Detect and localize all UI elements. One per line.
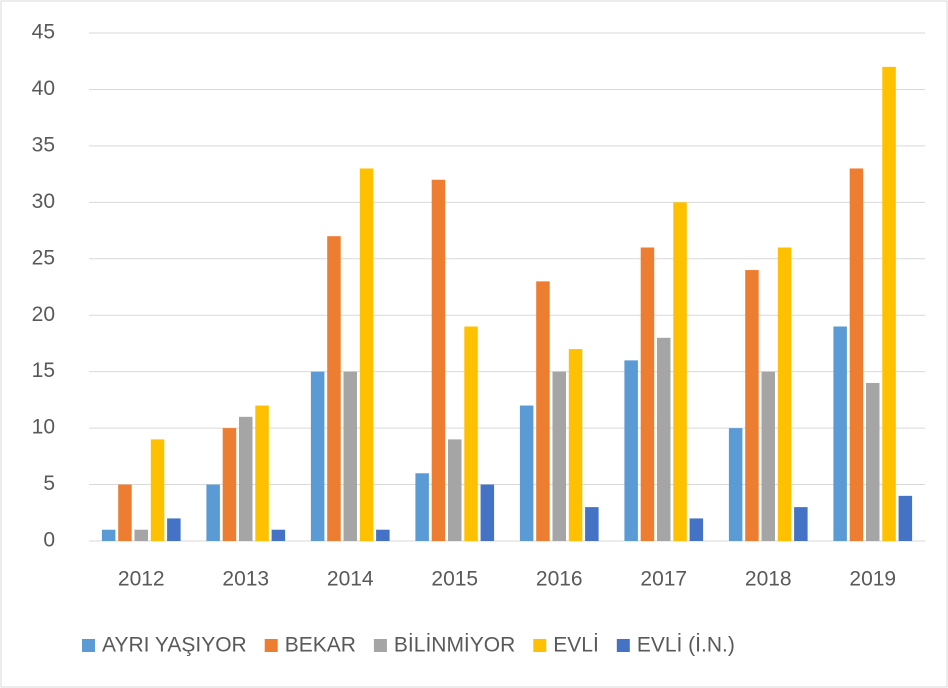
legend-swatch <box>533 639 547 652</box>
legend-swatch <box>264 639 278 652</box>
bar <box>728 428 743 541</box>
legend-label: BEKAR <box>285 634 356 657</box>
bar <box>568 349 583 541</box>
bar <box>118 484 132 541</box>
bar <box>833 326 847 541</box>
bar <box>239 416 253 541</box>
bar <box>222 428 237 541</box>
bar <box>624 360 638 541</box>
bar <box>745 270 759 541</box>
bar <box>640 247 655 541</box>
bar <box>866 382 880 541</box>
x-tick-label: 2017 <box>640 568 687 591</box>
x-tick-label: 2012 <box>118 568 165 591</box>
y-tick-label: 10 <box>32 416 55 439</box>
bar <box>359 168 374 541</box>
legend-swatch <box>82 639 95 652</box>
bar <box>271 529 286 541</box>
bar <box>761 371 775 541</box>
bar <box>480 484 495 541</box>
bar <box>536 281 550 541</box>
bar <box>431 179 446 541</box>
bar <box>673 202 687 542</box>
bar <box>882 66 896 541</box>
bar <box>898 495 913 541</box>
x-tick-label: 2013 <box>222 568 269 591</box>
bar <box>327 236 341 541</box>
y-tick-label: 5 <box>43 472 55 495</box>
legend-swatch <box>373 639 387 652</box>
legend-label: EVLİ (İ.N.) <box>637 634 735 657</box>
y-tick-label: 30 <box>32 190 55 213</box>
bar <box>849 168 864 541</box>
x-tick-label: 2016 <box>536 568 583 591</box>
bar <box>689 518 704 541</box>
legend-label: BİLİNMİYOR <box>394 634 515 657</box>
legend-label: EVLİ <box>553 634 599 657</box>
bar <box>134 529 148 541</box>
y-tick-label: 20 <box>32 303 55 326</box>
bar <box>464 326 478 541</box>
x-tick-label: 2018 <box>745 568 792 591</box>
bar <box>255 405 269 541</box>
y-tick-label: 15 <box>32 359 55 382</box>
x-tick-label: 2014 <box>327 568 374 591</box>
x-tick-label: 2015 <box>431 568 478 591</box>
y-tick-label: 0 <box>43 529 55 552</box>
bar <box>206 484 220 541</box>
legend-label: AYRI YAŞIYOR <box>102 634 247 657</box>
bar <box>415 473 429 541</box>
bar <box>794 507 808 541</box>
y-tick-label: 25 <box>32 246 55 269</box>
bar <box>376 529 390 541</box>
bar <box>448 439 462 541</box>
bar <box>777 247 792 541</box>
y-tick-label: 45 <box>32 21 55 44</box>
y-tick-label: 35 <box>32 133 55 156</box>
bar <box>585 507 599 541</box>
bar <box>657 337 671 541</box>
bar <box>310 371 325 541</box>
bar <box>101 529 116 541</box>
y-tick-label: 40 <box>32 77 55 100</box>
bar <box>519 405 534 541</box>
bar <box>167 518 181 541</box>
bar <box>552 371 566 541</box>
bar <box>343 371 357 541</box>
bar <box>150 439 165 541</box>
legend-swatch <box>616 639 630 652</box>
x-tick-label: 2019 <box>849 568 896 591</box>
